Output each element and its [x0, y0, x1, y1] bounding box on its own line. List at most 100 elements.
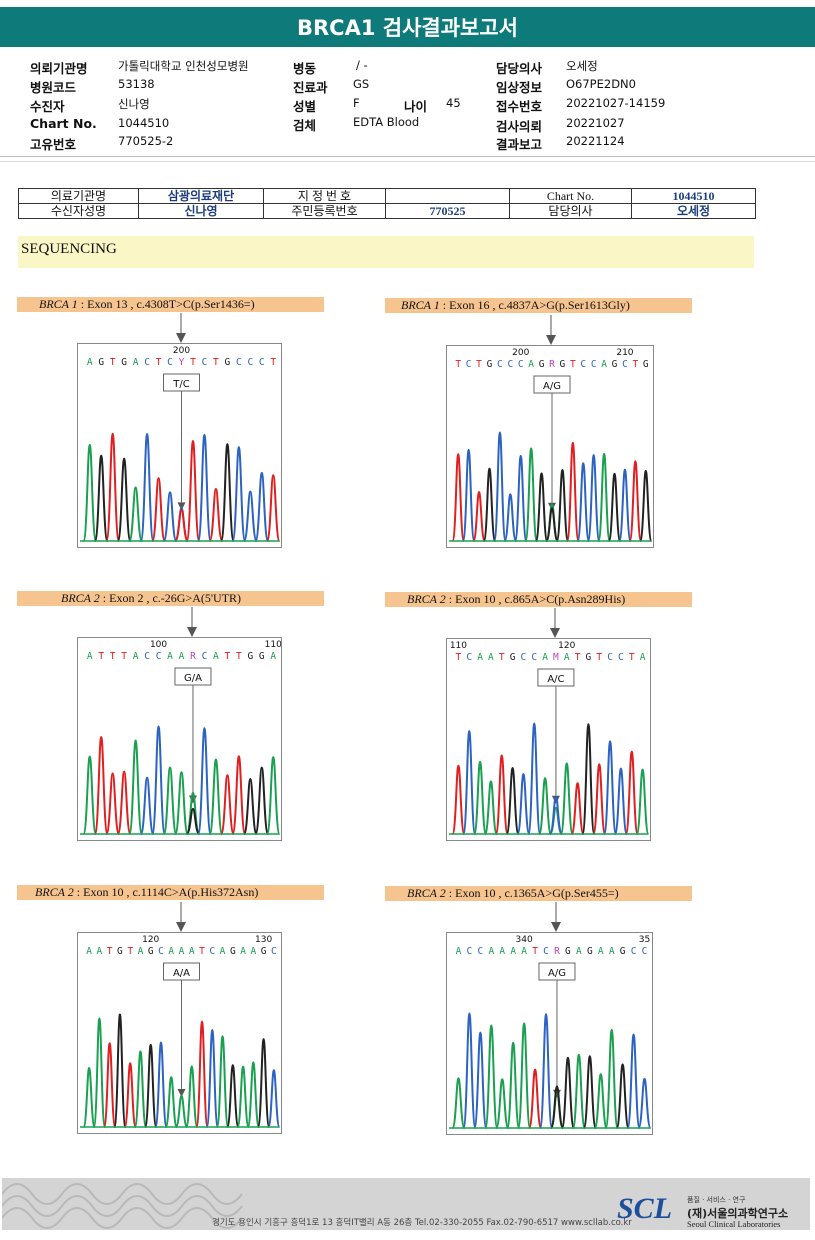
trace-peak — [93, 454, 109, 542]
trace-peak — [164, 1076, 178, 1128]
trace-peak — [105, 432, 120, 542]
footer-tagline: 품질 · 서비스 · 연구 — [687, 1196, 746, 1204]
trace-peak — [265, 756, 281, 835]
base-call: M — [553, 652, 559, 663]
header-label: 결과보고 — [496, 137, 543, 152]
base-call: T — [190, 357, 196, 368]
trace-peak — [197, 433, 212, 542]
position-label: 120 — [142, 935, 159, 945]
trace-peak — [151, 725, 166, 835]
base-call: C — [156, 651, 162, 662]
trace-peak — [505, 767, 520, 835]
trace-peak — [593, 1073, 608, 1129]
trace-peak — [451, 764, 466, 835]
base-call: A — [270, 651, 276, 662]
table-cell — [385, 188, 510, 204]
base-call: T — [236, 651, 242, 662]
trace-peak — [635, 768, 650, 835]
arrow-down-icon — [177, 1089, 186, 1097]
base-call: A — [240, 946, 246, 957]
header-label: 병원코드 — [30, 80, 77, 95]
base-call: G — [148, 946, 154, 957]
trace-peak — [197, 727, 212, 835]
wave-pattern-icon — [2, 1183, 243, 1229]
trace-peak — [151, 477, 166, 542]
base-call: G — [247, 651, 253, 662]
trace-peak — [514, 454, 528, 542]
trace-peak — [624, 750, 639, 835]
position-label: 340 — [516, 935, 533, 945]
base-call: G — [587, 946, 593, 957]
trace-peak — [265, 474, 281, 542]
trace-peak — [243, 778, 258, 835]
trace-peak — [462, 730, 477, 835]
position-label: 200 — [512, 348, 529, 358]
base-call: T — [633, 359, 639, 370]
trace-peak — [581, 723, 596, 835]
base-call: A — [87, 651, 93, 662]
trace-peak — [154, 1041, 168, 1128]
call-label: A/C — [547, 674, 564, 685]
base-call: G — [259, 651, 265, 662]
trace-peak — [545, 507, 559, 542]
base-call: G — [487, 359, 493, 370]
trace-peak — [592, 763, 607, 835]
trace-peak — [139, 432, 155, 542]
variant-detail: Exon 16 , c.4837A>G(p.Ser1613Gly) — [449, 298, 630, 312]
base-call: C — [622, 359, 628, 370]
variant-label: BRCA 2 : Exon 10 , c.1365A>G(p.Ser455=) — [385, 886, 692, 901]
base-call: A — [564, 652, 570, 663]
header-label: 검체 — [293, 118, 317, 133]
trace-peak — [566, 441, 580, 542]
base-call: A — [576, 946, 582, 957]
footer-address: 경기도 용인시 기흥구 흥덕1로 13 흥덕IT밸리 A동 26층 Tel.02… — [212, 1218, 632, 1228]
header-value: 45 — [446, 96, 461, 110]
trace-peak — [246, 1061, 260, 1128]
base-call: A — [138, 946, 144, 957]
trace-peak — [93, 736, 109, 835]
base-call: C — [466, 652, 472, 663]
call-label: A/G — [543, 381, 561, 392]
variant-label: BRCA 2 : Exon 10 , c.865A>C(p.Asn289His) — [385, 592, 692, 607]
trace-peak — [208, 487, 224, 542]
trace-peak — [195, 1020, 209, 1128]
base-call: C — [477, 946, 483, 957]
trace-peak — [231, 755, 247, 835]
variant-label: BRCA 2 : Exon 2 , c.-26G>A(5'UTR) — [17, 591, 324, 606]
pointer-arrow-icon — [175, 313, 186, 343]
position-label: 110 — [265, 640, 282, 650]
table-row: 수신자성명 신나영 주민등록번호 770525 담당의사 오세정 — [18, 203, 756, 219]
base-call: T — [110, 651, 116, 662]
trace-peak — [503, 493, 518, 542]
base-call: T — [456, 652, 462, 663]
trace-peak — [174, 771, 189, 835]
base-call: G — [510, 652, 516, 663]
table-cell: 삼광의료재단 — [138, 188, 264, 204]
trace-peak — [185, 807, 201, 835]
trace-peak — [576, 462, 590, 542]
trace-peak — [637, 1077, 652, 1129]
header-value: EDTA Blood — [353, 115, 420, 129]
call-label: T/C — [172, 379, 189, 390]
trace-peak — [144, 1043, 158, 1128]
table-cell: 지 정 번 호 — [263, 188, 386, 204]
trace-peak — [527, 722, 542, 835]
base-call: A — [97, 946, 103, 957]
header-value: 신나영 — [118, 97, 150, 111]
pointer-arrow-icon — [549, 608, 560, 638]
trace-peak — [549, 1085, 564, 1129]
base-call: C — [531, 652, 537, 663]
arrow-down-icon — [177, 502, 186, 511]
header-label: Chart No. — [30, 116, 97, 131]
base-call: C — [236, 357, 242, 368]
header-value: 20221027-14159 — [566, 96, 666, 110]
base-call: T — [570, 359, 576, 370]
trace-peak — [548, 795, 563, 835]
base-call: R — [190, 651, 196, 662]
trace-peak — [462, 1012, 477, 1129]
trace-peak — [451, 453, 465, 542]
header-label: 검사의뢰 — [496, 119, 543, 134]
base-call: T — [532, 946, 538, 957]
header-value: 20221027 — [566, 116, 625, 130]
